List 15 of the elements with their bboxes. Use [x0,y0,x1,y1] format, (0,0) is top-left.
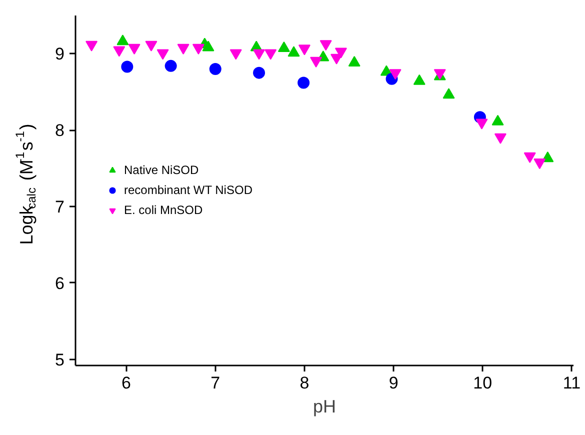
x-tick-label: 7 [210,374,220,392]
y-tick-label: 8 [55,121,65,140]
x-tick-label: 10 [473,374,492,392]
legend-label: recombinant WT NiSOD [124,183,252,197]
y-tick-label: 6 [55,274,65,293]
x-tick-label: 11 [562,374,581,392]
x-axis-title: pH [312,396,336,416]
x-tick-label: 8 [300,374,310,392]
x-tick-label: 6 [122,374,132,392]
y-tick-label: 9 [55,44,65,64]
y-tick-label: 7 [55,198,65,217]
legend-label: Native NiSOD [124,163,199,177]
y-tick-label: 5 [55,350,65,370]
x-tick-label: 9 [388,374,398,392]
legend-label: E. coli MnSOD [124,203,203,217]
